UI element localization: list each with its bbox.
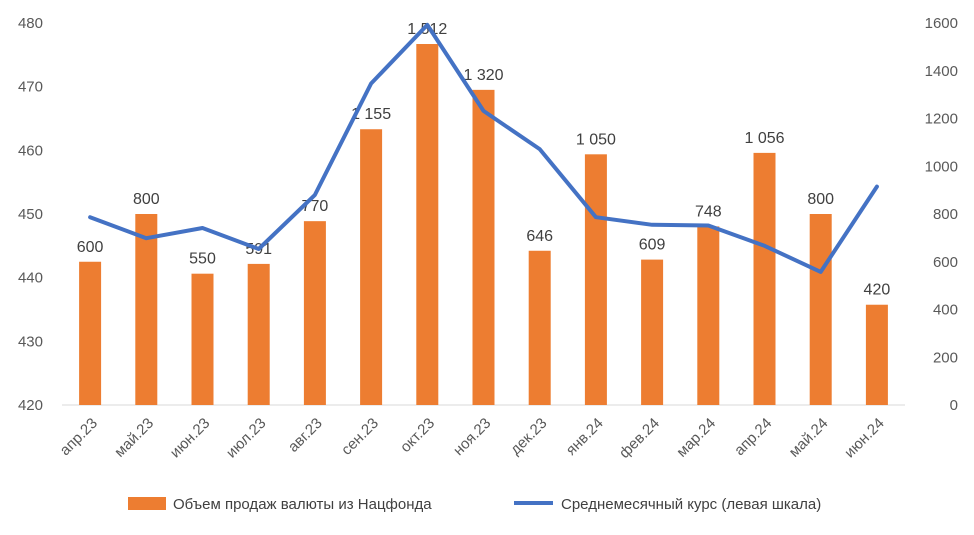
x-axis-ticks: апр.23 май.23 июн.23 июл.23 авг.23 сен.23 окт.…: [57, 415, 888, 462]
left-tick-label: 470: [18, 79, 43, 96]
x-tick-label: июн.24: [841, 415, 888, 462]
line-point: [483, 110, 484, 112]
bar-value-label: 1 155: [351, 106, 391, 123]
bar-value-label: 420: [864, 282, 891, 299]
bar-авг.23: [303, 221, 326, 405]
bar-дек.23: [528, 250, 551, 405]
line-point: [145, 237, 147, 239]
bar-value-label: 1 050: [576, 131, 616, 148]
right-tick-label: 0: [950, 397, 958, 414]
x-tick-label: июн.23: [167, 415, 214, 462]
right-tick-label: 800: [933, 206, 958, 223]
bar-series: [79, 44, 888, 405]
right-tick-label: 200: [933, 349, 958, 366]
right-tick-label: 400: [933, 302, 958, 319]
left-tick-label: 480: [18, 15, 43, 32]
left-tick-label: 450: [18, 206, 43, 223]
line-point: [314, 194, 316, 196]
bar-сен.23: [360, 129, 383, 405]
line-point: [539, 148, 541, 150]
bar-value-label: 600: [77, 239, 104, 256]
x-tick-label: окт.23: [397, 415, 438, 456]
bar-value-label: 609: [639, 237, 666, 254]
bar-июн.24: [865, 304, 888, 405]
x-tick-label: дек.23: [507, 415, 550, 458]
x-tick-label: май.24: [786, 415, 832, 461]
x-tick-label: апр.23: [57, 415, 101, 459]
legend: Объем продаж валюты из Нацфонда Среднеме…: [128, 496, 821, 513]
x-tick-label: ноя.23: [450, 415, 494, 459]
bar-янв.24: [584, 154, 607, 405]
bar-июн.23: [191, 273, 214, 405]
x-tick-label: сен.23: [338, 415, 382, 459]
line-series: [88, 22, 879, 274]
left-tick-label: 430: [18, 333, 43, 350]
right-tick-label: 600: [933, 254, 958, 271]
right-tick-label: 1600: [925, 15, 958, 32]
x-tick-label: фев.24: [616, 415, 663, 462]
left-axis-ticks: 420 430 440 450 460 470 480: [18, 15, 43, 414]
line-point: [764, 245, 765, 247]
line-point: [876, 186, 878, 188]
x-tick-label: апр.24: [731, 415, 775, 459]
line-point: [89, 216, 91, 218]
bar-value-label: 800: [807, 191, 834, 208]
line-point: [370, 82, 372, 84]
line-point: [707, 224, 709, 226]
bar-апр.24: [753, 152, 776, 405]
bar-май.24: [809, 214, 832, 405]
line-point: [595, 216, 597, 218]
bar-value-label: 1 320: [463, 67, 503, 84]
x-tick-label: май.23: [111, 415, 157, 461]
bar-value-label: 646: [526, 228, 553, 245]
right-tick-label: 1400: [925, 63, 958, 80]
line-point: [426, 24, 428, 26]
bar-value-label: 748: [695, 203, 722, 220]
legend-line-label: Среднемесячный курс (левая шкала): [561, 496, 821, 513]
bar-value-label: 800: [133, 191, 160, 208]
x-tick-label: авг.23: [285, 415, 326, 456]
x-tick-label: мар.24: [673, 415, 719, 461]
line-point: [202, 227, 203, 229]
bar-мар.24: [697, 226, 720, 405]
bar-апр.23: [79, 261, 102, 405]
right-tick-label: 1200: [925, 111, 958, 128]
x-tick-label: июл.23: [223, 415, 270, 462]
bar-value-label: 1 056: [744, 130, 784, 147]
line-point: [258, 248, 260, 250]
right-axis-ticks: 0 200 400 600 800 1000 1200 1400 1600: [925, 15, 958, 414]
bar-окт.23: [416, 44, 439, 405]
bar-ноя.23: [472, 89, 495, 405]
line-point: [651, 224, 653, 226]
x-tick-label: янв.24: [563, 415, 607, 459]
bar-value-label: 550: [189, 251, 216, 268]
line-point: [820, 271, 822, 273]
bar-фев.24: [641, 259, 664, 405]
left-tick-label: 420: [18, 397, 43, 414]
legend-bar-swatch: [128, 497, 166, 510]
left-tick-label: 440: [18, 270, 43, 287]
legend-bar-label: Объем продаж валюты из Нацфонда: [173, 496, 432, 513]
left-tick-label: 460: [18, 142, 43, 159]
bar-value-label: 770: [302, 198, 329, 215]
bar-июл.23: [247, 263, 270, 405]
right-tick-label: 1000: [925, 158, 958, 175]
bar-май.23: [135, 214, 158, 405]
